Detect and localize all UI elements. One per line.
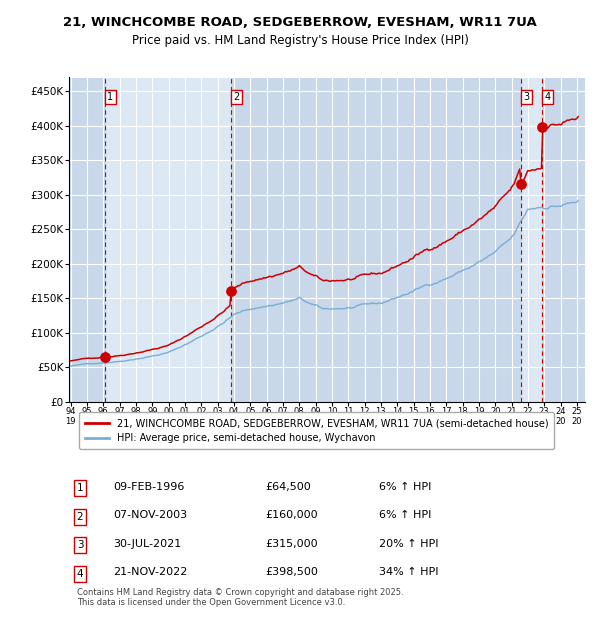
Bar — [69, 78, 105, 402]
Text: Price paid vs. HM Land Registry's House Price Index (HPI): Price paid vs. HM Land Registry's House … — [131, 34, 469, 47]
Text: 21, WINCHCOMBE ROAD, SEDGEBERROW, EVESHAM, WR11 7UA: 21, WINCHCOMBE ROAD, SEDGEBERROW, EVESHA… — [63, 16, 537, 29]
Text: 20% ↑ HPI: 20% ↑ HPI — [379, 539, 438, 549]
Text: 34% ↑ HPI: 34% ↑ HPI — [379, 567, 438, 577]
Text: 4: 4 — [544, 92, 551, 102]
Text: 21-NOV-2022: 21-NOV-2022 — [113, 567, 187, 577]
Bar — [542, 78, 585, 402]
Text: £64,500: £64,500 — [265, 482, 311, 492]
Point — [538, 122, 547, 132]
Text: 1: 1 — [77, 483, 83, 493]
Text: £315,000: £315,000 — [265, 539, 318, 549]
Text: Contains HM Land Registry data © Crown copyright and database right 2025.
This d: Contains HM Land Registry data © Crown c… — [77, 588, 403, 607]
Point — [516, 180, 526, 190]
Text: £398,500: £398,500 — [265, 567, 318, 577]
Point — [226, 286, 236, 296]
Text: 1: 1 — [107, 92, 113, 102]
Text: 3: 3 — [77, 540, 83, 550]
Text: 2: 2 — [233, 92, 239, 102]
Text: 2: 2 — [77, 512, 83, 521]
Text: 09-FEB-1996: 09-FEB-1996 — [113, 482, 184, 492]
Text: 07-NOV-2003: 07-NOV-2003 — [113, 510, 187, 520]
Point — [100, 352, 110, 362]
Text: 4: 4 — [77, 569, 83, 579]
Text: 6% ↑ HPI: 6% ↑ HPI — [379, 482, 431, 492]
Bar — [231, 78, 521, 402]
Text: £160,000: £160,000 — [265, 510, 318, 520]
Legend: 21, WINCHCOMBE ROAD, SEDGEBERROW, EVESHAM, WR11 7UA (semi-detached house), HPI: : 21, WINCHCOMBE ROAD, SEDGEBERROW, EVESHA… — [79, 412, 554, 449]
Text: 3: 3 — [523, 92, 529, 102]
Text: 30-JUL-2021: 30-JUL-2021 — [113, 539, 181, 549]
Text: 6% ↑ HPI: 6% ↑ HPI — [379, 510, 431, 520]
